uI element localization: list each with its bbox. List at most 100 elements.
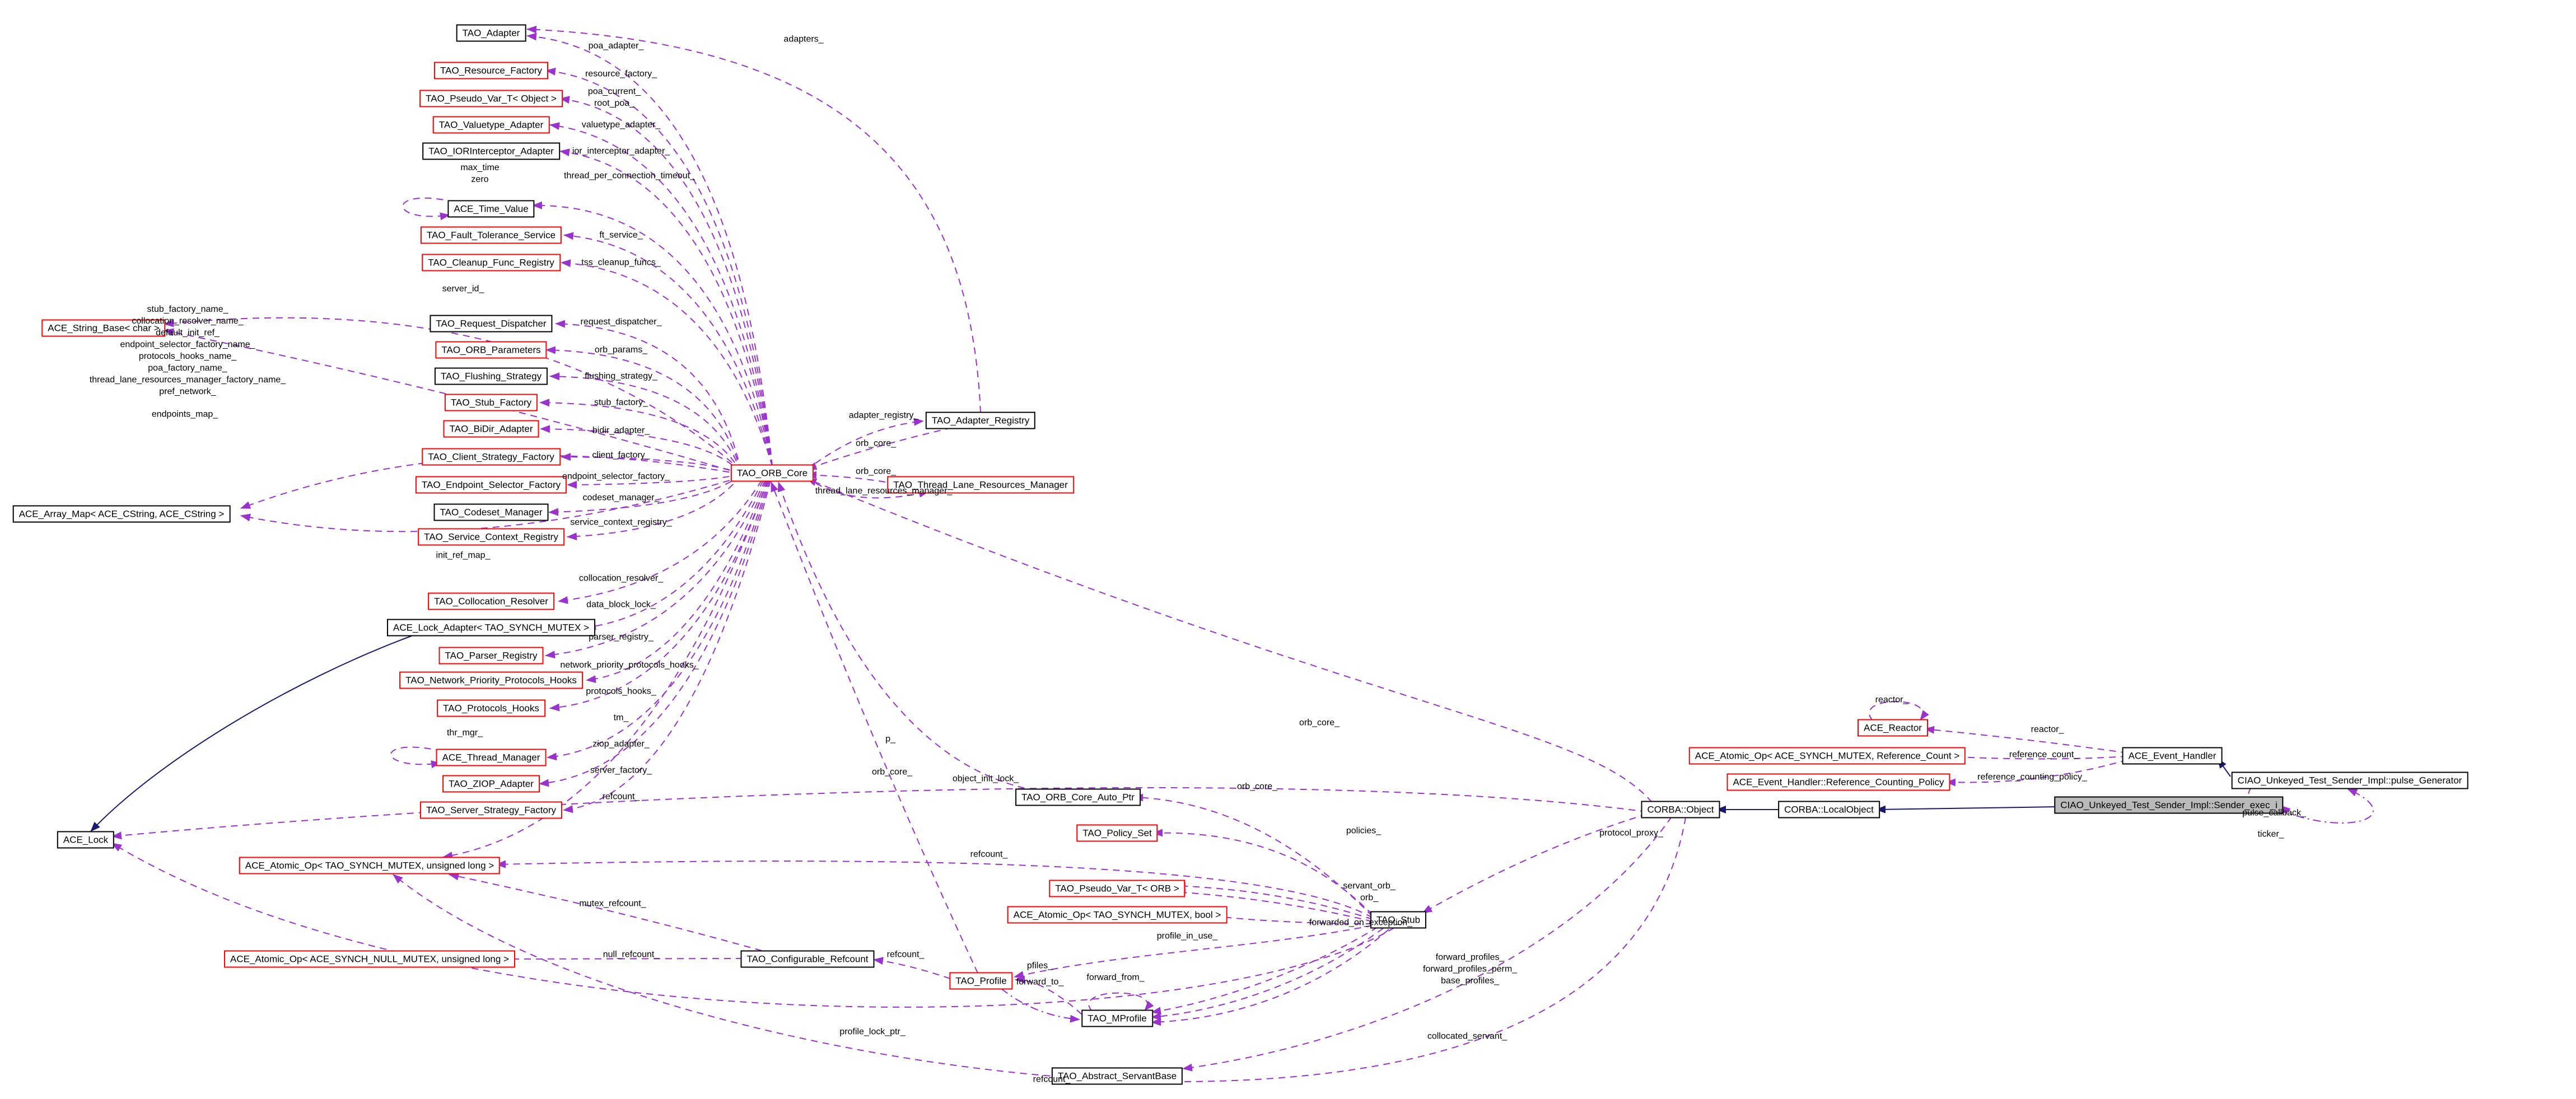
class-box-tao_protocols_hooks[interactable]: TAO_Protocols_Hooks (437, 699, 545, 717)
class-box-ace_eh_ref_counting_policy[interactable]: ACE_Event_Handler::Reference_Counting_Po… (1726, 773, 1950, 791)
class-box-tao_request_dispatcher[interactable]: TAO_Request_Dispatcher (430, 315, 553, 333)
class-box-tao_abstract_servantbase[interactable]: TAO_Abstract_ServantBase (1051, 1067, 1183, 1085)
class-box-tao_fault_tolerance_service[interactable]: TAO_Fault_Tolerance_Service (420, 226, 562, 244)
association-edge (873, 957, 951, 979)
edge-label: server_factory_ (590, 765, 652, 775)
class-box-tao_configurable_refcount[interactable]: TAO_Configurable_Refcount (740, 950, 875, 968)
edge-label: reactor_ (2031, 724, 2064, 735)
association-edge (1014, 925, 1373, 979)
class-box-ace_event_handler[interactable]: ACE_Event_Handler (2122, 747, 2223, 765)
class-box-tao_iorinterceptor_adapter[interactable]: TAO_IORInterceptor_Adapter (422, 142, 560, 160)
association-edge (806, 427, 953, 470)
class-box-corba_localobject[interactable]: CORBA::LocalObject (1778, 801, 1880, 819)
association-edge (549, 122, 773, 467)
class-box-tao_client_strategy_factory[interactable]: TAO_Client_Strategy_Factory (422, 448, 561, 466)
association-edge (1422, 813, 1648, 914)
class-box-tao_policy_set[interactable]: TAO_Policy_Set (1076, 824, 1158, 842)
class-box-corba_object[interactable]: CORBA::Object (1641, 801, 1720, 819)
edge-label: server_id_ (442, 284, 484, 294)
association-edge (497, 955, 743, 963)
class-box-tao_thread_lane_resources_manager[interactable]: TAO_Thread_Lane_Resources_Manager (887, 476, 1074, 494)
class-box-ace_atomic_op_refcount[interactable]: ACE_Atomic_Op< ACE_SYNCH_MUTEX, Referenc… (1688, 747, 1966, 765)
class-box-tao_orb_core[interactable]: TAO_ORB_Core (730, 464, 814, 482)
edge-label: null_refcount_ (603, 950, 660, 960)
edge-label: reference_counting_policy_ (1977, 772, 2087, 782)
class-box-ace_lock_adapter[interactable]: ACE_Lock_Adapter< TAO_SYNCH_MUTEX > (387, 619, 595, 637)
edge-label: orb_core_ (871, 767, 913, 777)
class-box-ace_thread_manager[interactable]: ACE_Thread_Manager (436, 749, 547, 766)
edge-label: init_ref_map_ (436, 550, 491, 560)
class-box-tao_endpoint_selector_factory[interactable]: TAO_Endpoint_Selector_Factory (415, 476, 567, 494)
inheritance-edge (1875, 805, 2059, 813)
class-box-tao_service_context_registry[interactable]: TAO_Service_Context_Registry (418, 528, 564, 546)
edge-label: reactor_ (1875, 695, 1908, 705)
edge-label: orb_params_ (594, 345, 648, 355)
edge-label: valuetype_adapter_ (581, 120, 661, 130)
edge-label: endpoints_map_ (151, 409, 218, 419)
association-edge (402, 197, 455, 221)
edge-label: tm_ (613, 713, 629, 723)
association-edge (240, 476, 741, 532)
class-box-ace_reactor[interactable]: ACE_Reactor (1858, 719, 1928, 737)
association-edge (545, 67, 773, 467)
class-box-ace_atomic_op_null[interactable]: ACE_Atomic_Op< ACE_SYNCH_NULL_MUTEX, uns… (224, 950, 515, 968)
association-edge (449, 872, 762, 951)
class-box-tao_flushing_strategy[interactable]: TAO_Flushing_Strategy (434, 367, 548, 385)
class-box-ace_atomic_op_bool[interactable]: ACE_Atomic_Op< TAO_SYNCH_MUTEX, bool > (1007, 906, 1228, 924)
class-box-tao_mprofile[interactable]: TAO_MProfile (1081, 1009, 1153, 1027)
edge-label: endpoint_selector_factory_ (562, 471, 670, 481)
class-box-tao_resource_factory[interactable]: TAO_Resource_Factory (433, 62, 549, 79)
association-edge (1133, 793, 1373, 917)
class-box-tao_collocation_resolver[interactable]: TAO_Collocation_Resolver (428, 592, 554, 610)
edge-label: parser_registry_ (589, 632, 654, 642)
association-edge (526, 25, 981, 413)
association-edge (805, 418, 924, 471)
association-edge (805, 476, 929, 499)
association-edge (1152, 829, 1373, 915)
class-box-ace_atomic_op_ulong[interactable]: ACE_Atomic_Op< TAO_SYNCH_MUTEX, unsigned… (239, 857, 501, 874)
edge-label: thread_per_connection_timeout_ (564, 171, 695, 181)
class-box-tao_pseudo_var_object[interactable]: TAO_Pseudo_Var_T< Object > (419, 90, 563, 107)
association-edge (390, 746, 443, 769)
edge-label: refcount_ (602, 792, 640, 802)
class-box-tao_codeset_manager[interactable]: TAO_Codeset_Manager (433, 503, 549, 521)
association-edge (532, 201, 773, 467)
class-box-ace_lock[interactable]: ACE_Lock (57, 831, 115, 849)
class-box-ace_time_value[interactable]: ACE_Time_Value (447, 200, 535, 218)
association-edge (539, 399, 741, 473)
class-box-tao_profile[interactable]: TAO_Profile (949, 972, 1013, 990)
class-box-tao_pseudo_var_orb[interactable]: TAO_Pseudo_Var_T< ORB > (1049, 880, 1186, 897)
class-box-tao_network_priority_protocols_hooks[interactable]: TAO_Network_Priority_Protocols_Hooks (399, 671, 583, 689)
edge-label: pulse_callback_ (2242, 808, 2306, 818)
association-edge (1175, 888, 1373, 922)
association-edge (558, 480, 762, 604)
class-box-tao_bidir_adapter[interactable]: TAO_BiDir_Adapter (443, 420, 539, 438)
class-box-tao_ziop_adapter[interactable]: TAO_ZIOP_Adapter (442, 775, 540, 793)
class-box-tao_stub_factory[interactable]: TAO_Stub_Factory (444, 394, 538, 411)
edge-label: max_time zero (460, 163, 500, 184)
class-box-tao_orb_core_auto_ptr[interactable]: TAO_ORB_Core_Auto_Ptr (1015, 788, 1141, 806)
class-box-sender_exec_i[interactable]: CIAO_Unkeyed_Test_Sender_Impl::Sender_ex… (2054, 796, 2284, 814)
class-box-tao_adapter_registry[interactable]: TAO_Adapter_Registry (925, 411, 1036, 429)
class-box-ace_string_base[interactable]: ACE_String_Base< char > (41, 319, 166, 337)
class-box-tao_valuetype_adapter[interactable]: TAO_Valuetype_Adapter (432, 116, 550, 134)
edge-label: forward_from_ (1086, 972, 1145, 983)
class-box-tao_parser_registry[interactable]: TAO_Parser_Registry (438, 647, 544, 665)
class-box-pulse_generator[interactable]: CIAO_Unkeyed_Test_Sender_Impl::pulse_Gen… (2231, 771, 2468, 789)
class-box-tao_server_strategy_factory[interactable]: TAO_Server_Strategy_Factory (419, 801, 563, 819)
class-box-ace_array_map[interactable]: ACE_Array_Map< ACE_CString, ACE_CString … (12, 505, 231, 523)
class-box-tao_stub[interactable]: TAO_Stub (1370, 911, 1427, 929)
edge-label: tss_cleanup_funcs_ (581, 258, 661, 268)
class-box-tao_orb_parameters[interactable]: TAO_ORB_Parameters (435, 341, 547, 359)
association-edge (1151, 928, 1384, 1021)
association-edge (771, 481, 978, 974)
association-edge (777, 481, 1037, 791)
association-edge (806, 471, 886, 483)
association-edge (567, 474, 741, 489)
edge-label: data_block_lock_ (586, 600, 656, 610)
class-box-tao_adapter[interactable]: TAO_Adapter (456, 24, 526, 42)
association-edge (806, 478, 1653, 803)
association-edge (563, 232, 773, 467)
class-box-tao_cleanup_func_registry[interactable]: TAO_Cleanup_Func_Registry (422, 254, 561, 272)
association-edge (1945, 759, 2128, 787)
